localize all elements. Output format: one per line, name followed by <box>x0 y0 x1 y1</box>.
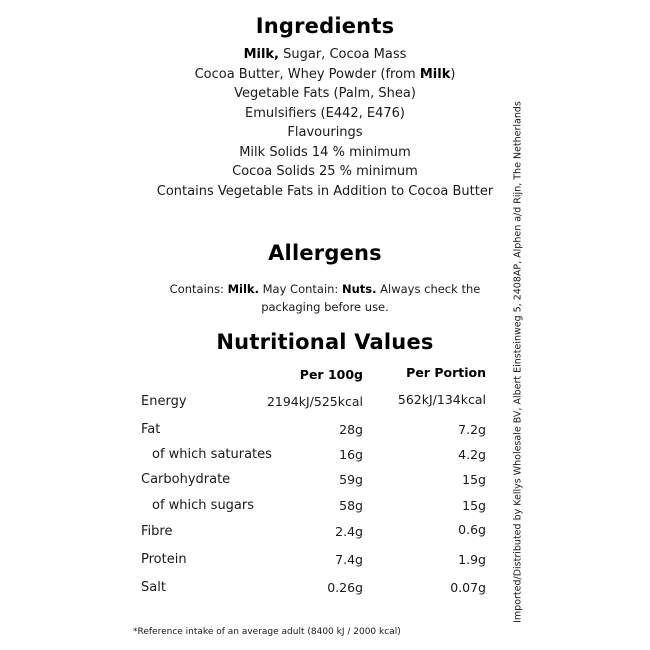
row-label: Protein <box>141 552 187 567</box>
value-per-portion: 0.07g <box>450 580 486 595</box>
row-label: Fat <box>141 422 161 437</box>
ingredient-line: Cocoa Butter, Whey Powder (from Milk) <box>0 65 650 85</box>
value-per-100g: 28g <box>339 422 363 437</box>
ingredient-text: Cocoa Butter, Whey Powder (from <box>194 66 420 82</box>
ingredient-line: Milk, Sugar, Cocoa Mass <box>0 45 650 65</box>
col-per-100g: Per 100g <box>299 367 363 382</box>
allergens-text: Contains: Milk. May Contain: Nuts. Alway… <box>160 280 490 316</box>
value-per-100g: 7.4g <box>335 552 363 567</box>
ingredient-line: Contains Vegetable Fats in Addition to C… <box>156 183 494 199</box>
ingredient-line: Emulsifiers (E442, E476) <box>244 105 405 121</box>
col-per-portion: Per Portion <box>406 365 486 380</box>
value-per-100g: 59g <box>339 472 363 487</box>
allergen-text: Always check the packaging before use. <box>261 282 481 314</box>
allergen-text: May Contain: <box>258 282 342 296</box>
allergen-milk: Milk. <box>227 282 259 296</box>
allergens-title: Allergens <box>268 241 382 265</box>
ingredient-text: Sugar, Cocoa Mass <box>279 47 407 62</box>
value-per-portion: 4.2g <box>458 447 486 462</box>
table-row: Salt 0.26g 0.07g <box>141 580 486 600</box>
nutrition-title: Nutritional Values <box>216 330 434 354</box>
allergen-milk: Milk, <box>243 47 279 62</box>
table-row: Fat 28g 7.2g <box>141 422 486 442</box>
row-label: of which saturates <box>152 447 272 462</box>
value-per-100g: 58g <box>339 498 363 513</box>
table-row: of which sugars 58g 15g <box>141 498 486 518</box>
table-row: of which saturates 16g 4.2g <box>141 447 486 467</box>
value-per-100g: 2.4g <box>335 524 363 539</box>
value-per-portion: 0.6g <box>458 522 486 537</box>
ingredient-line: Flavourings <box>287 125 363 140</box>
value-per-portion: 7.2g <box>458 422 486 437</box>
value-per-100g: 16g <box>339 447 363 462</box>
table-row: Protein 7.4g 1.9g <box>141 552 486 572</box>
ingredient-text: ) <box>450 66 456 82</box>
value-per-portion: 15g <box>462 498 486 513</box>
value-per-portion: 562kJ/134kcal <box>397 392 486 407</box>
ingredients-list: Milk, Sugar, Cocoa Mass Cocoa Butter, Wh… <box>0 45 650 201</box>
row-label: Energy <box>141 394 187 409</box>
ingredients-title: Ingredients <box>255 14 395 38</box>
allergen-milk: Milk <box>419 66 451 82</box>
allergen-nuts: Nuts. <box>341 282 377 296</box>
value-per-portion: 15g <box>462 472 486 487</box>
value-per-100g: 2194kJ/525kcal <box>266 394 363 409</box>
table-row: Fibre 2.4g 0.6g <box>141 522 486 544</box>
table-row: Energy 2194kJ/525kcal 562kJ/134kcal <box>141 392 486 414</box>
ingredient-line: Cocoa Solids 25 % minimum <box>232 164 418 179</box>
table-row: Carbohydrate 59g 15g <box>141 472 486 492</box>
reference-intake-footnote: *Reference intake of an average adult (8… <box>133 627 401 637</box>
value-per-100g: 0.26g <box>327 580 363 595</box>
ingredient-line: Milk Solids 14 % minimum <box>239 144 411 160</box>
allergen-text: Contains: <box>169 282 228 296</box>
row-label: of which sugars <box>152 498 255 513</box>
distributor-info: Imported/Distributed by Kellys Wholesale… <box>512 101 524 623</box>
value-per-portion: 1.9g <box>458 552 486 567</box>
row-label: Salt <box>141 580 166 595</box>
ingredient-line: Vegetable Fats (Palm, Shea) <box>234 86 416 101</box>
row-label: Fibre <box>141 524 173 539</box>
nutrition-header: Per 100g Per Portion <box>141 365 486 387</box>
row-label: Carbohydrate <box>141 472 231 487</box>
